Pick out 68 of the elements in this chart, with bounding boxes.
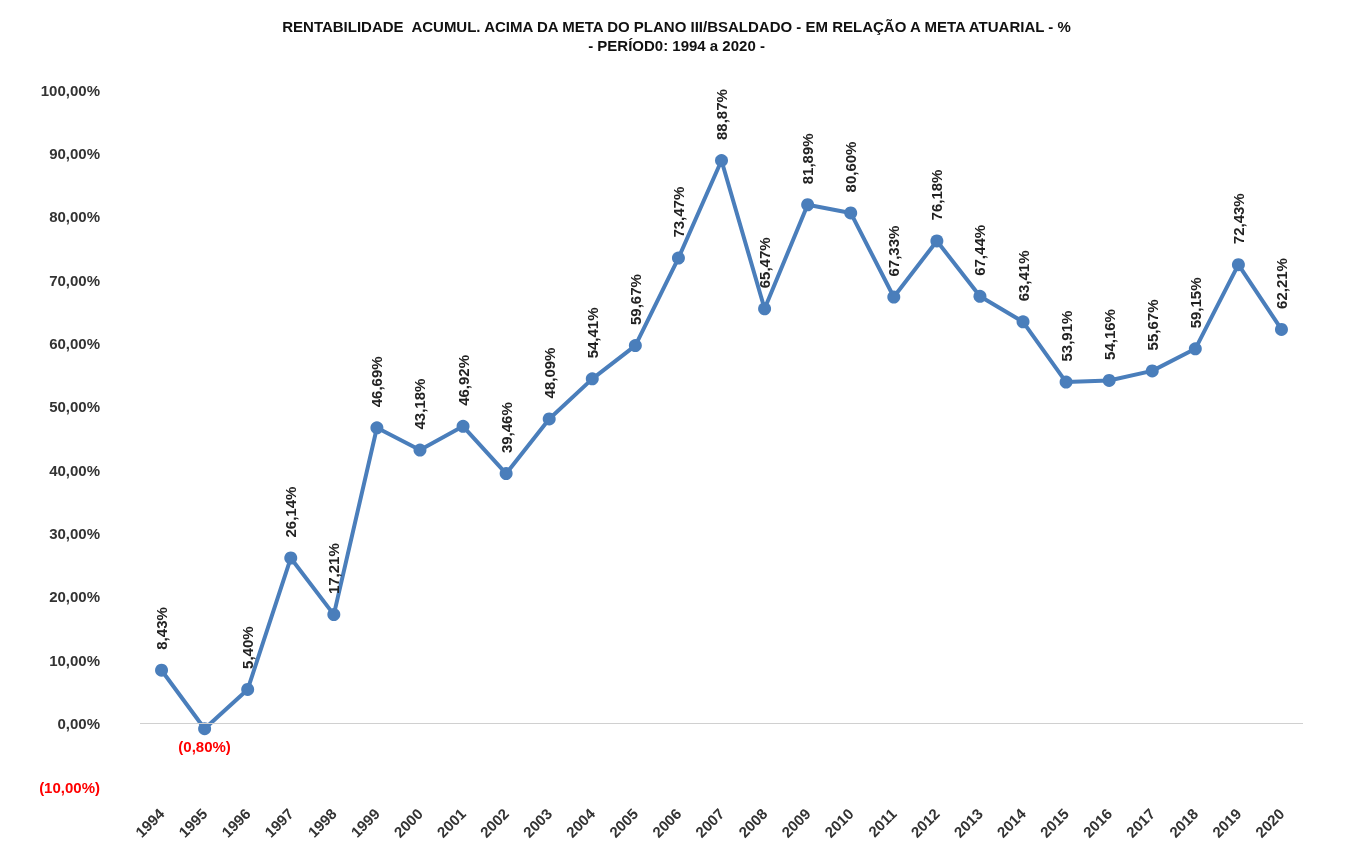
data-label: 54,16% — [1100, 309, 1118, 360]
point — [715, 154, 728, 168]
point — [585, 372, 599, 386]
data-label: 17,21% — [325, 543, 343, 595]
data-label: 46,92% — [454, 354, 472, 406]
point — [155, 663, 169, 677]
y-tick-label: 90,00% — [49, 144, 100, 162]
point — [499, 467, 513, 481]
point — [801, 198, 815, 212]
data-label: 43,18% — [411, 378, 429, 430]
point — [198, 722, 212, 736]
data-label: 46,69% — [368, 356, 386, 408]
data-label: 88,87% — [713, 89, 730, 141]
y-tick-label: 50,00% — [49, 398, 100, 416]
y-tick-label: 10,00% — [49, 651, 100, 669]
y-tick-label: 60,00% — [49, 334, 100, 352]
point — [1274, 322, 1288, 336]
point — [241, 682, 255, 696]
point — [758, 302, 772, 316]
data-label: 72,43% — [1229, 193, 1247, 245]
data-label: 39,46% — [497, 402, 515, 454]
data-label: 5,40% — [239, 626, 257, 669]
data-label: 65,47% — [756, 237, 774, 289]
data-label: 81,89% — [799, 133, 817, 185]
point — [1102, 373, 1116, 387]
y-tick-label: 30,00% — [49, 525, 100, 543]
point — [1231, 258, 1245, 272]
data-label: 76,18% — [928, 169, 946, 221]
point — [930, 234, 944, 248]
data-label: 59,67% — [626, 274, 644, 326]
data-label: 80,60% — [842, 141, 860, 193]
point — [456, 419, 470, 433]
point — [1188, 342, 1202, 356]
data-label: 67,44% — [971, 224, 989, 276]
y-tick-label: 70,00% — [49, 271, 100, 289]
y-tick-label: 40,00% — [49, 461, 100, 479]
point — [327, 608, 341, 622]
y-tick-label: (10,00%) — [39, 778, 100, 796]
y-tick-label: 80,00% — [49, 208, 100, 226]
point — [1059, 375, 1073, 389]
y-tick-label: 100,00% — [40, 81, 100, 99]
data-label: 48,09% — [540, 347, 558, 399]
y-tick-label: 0,00% — [57, 715, 100, 733]
data-label: 8,43% — [153, 607, 171, 650]
point — [628, 339, 642, 353]
data-label: 59,15% — [1186, 277, 1204, 329]
point — [1016, 315, 1030, 329]
data-label: 73,47% — [669, 186, 687, 238]
data-label: 54,41% — [583, 307, 601, 359]
point — [887, 290, 901, 304]
point — [542, 412, 556, 426]
point — [1145, 364, 1159, 378]
point — [973, 289, 987, 303]
chart-subtitle: - PERÍOD0: 1994 a 2020 - — [588, 37, 765, 54]
data-label: 67,33% — [885, 225, 903, 277]
data-label: 62,21% — [1272, 258, 1290, 309]
point — [370, 421, 384, 435]
data-label: 63,41% — [1014, 250, 1032, 302]
y-tick-label: 20,00% — [49, 588, 100, 606]
chart-title: RENTABILIDADE ACUMUL. ACIMA DA META DO PLANO III/BSALDADO - EM RELAÇÃO A META ATUARIAL - % — [282, 18, 1071, 35]
data-label: (0,80%) — [178, 738, 231, 756]
data-label: 26,14% — [282, 486, 300, 538]
point — [844, 206, 858, 220]
data-label: 53,91% — [1057, 310, 1075, 362]
point — [284, 551, 298, 565]
point — [671, 251, 685, 265]
point — [413, 443, 427, 457]
data-label: 55,67% — [1143, 299, 1161, 351]
